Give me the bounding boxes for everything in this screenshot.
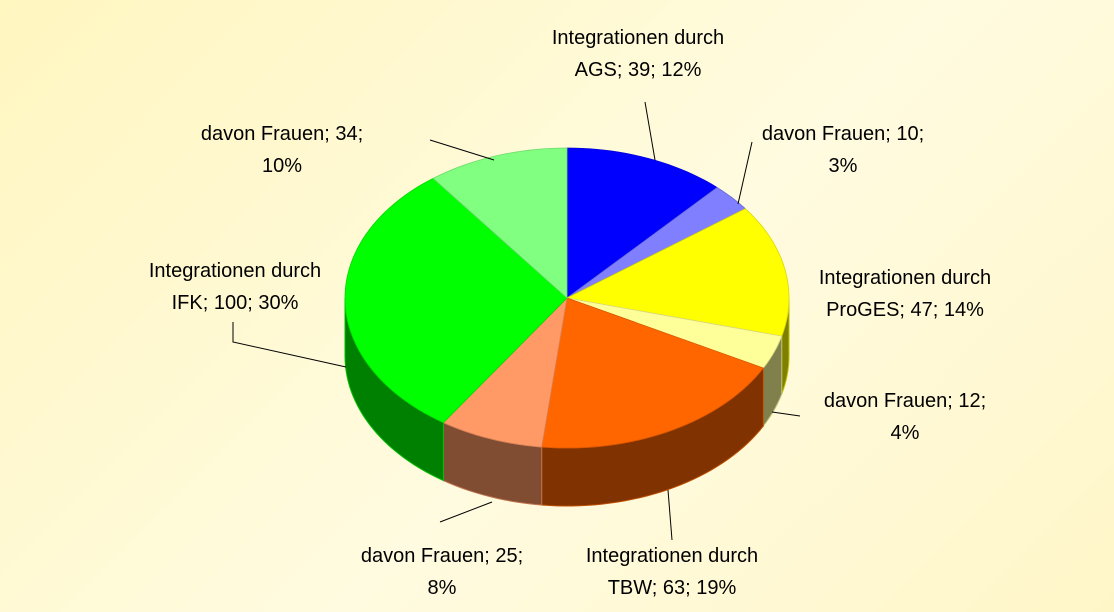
data-label: davon Frauen; 10; 3% xyxy=(761,123,925,177)
data-label: Integrationen durch ProGES; 47; 14% xyxy=(818,267,992,321)
leader-line xyxy=(644,101,656,161)
data-label: Integrationen durch IFK; 100; 30% xyxy=(148,260,322,314)
data-label: davon Frauen; 12; 4% xyxy=(823,390,987,444)
leader-line xyxy=(439,501,493,523)
pie-slice xyxy=(344,177,568,424)
leader-line xyxy=(232,322,347,368)
data-label: davon Frauen; 34; 10% xyxy=(200,123,364,177)
pie-slice xyxy=(541,297,765,449)
leader-line xyxy=(429,139,495,161)
leader-line xyxy=(737,141,753,205)
data-label: Integrationen durch AGS; 39; 12% xyxy=(551,27,725,81)
data-label: Integrationen durch TBW; 63; 19% xyxy=(585,545,759,599)
pie-slice xyxy=(565,208,790,337)
pie-slice xyxy=(442,296,568,448)
pie-slice xyxy=(432,147,568,299)
leader-line xyxy=(771,411,801,417)
pie-slice xyxy=(566,147,718,299)
leader-line xyxy=(667,489,673,541)
data-label: davon Frauen; 25; 8% xyxy=(360,545,524,599)
pie-slice xyxy=(566,187,747,299)
pie-slice xyxy=(566,297,783,369)
